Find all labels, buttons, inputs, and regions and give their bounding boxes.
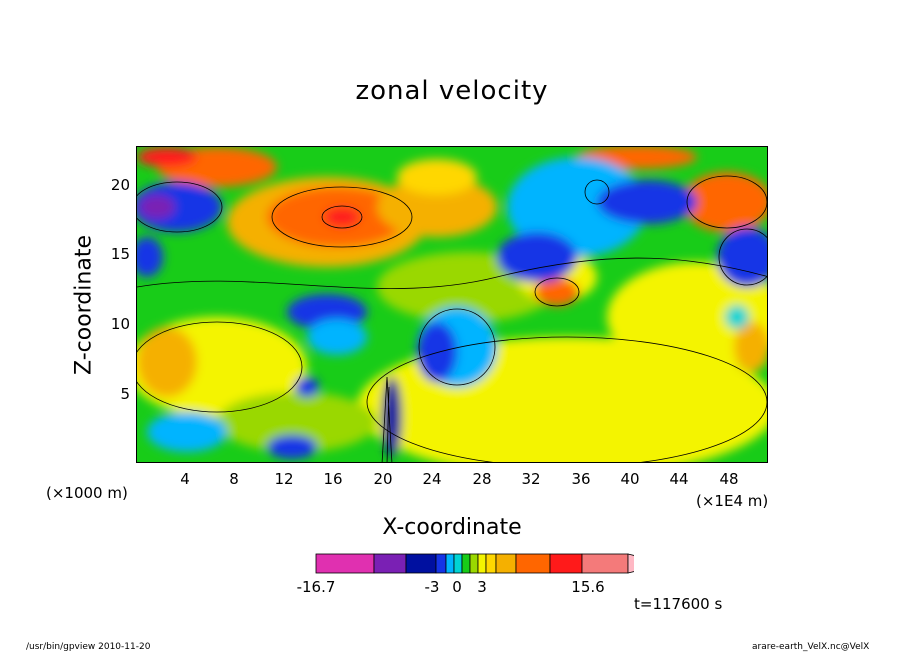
colorbar-label: 3 — [477, 578, 487, 596]
x-tick-label: 28 — [472, 470, 492, 488]
x-axis-label: X-coordinate — [382, 515, 522, 540]
x-tick-label: 4 — [180, 470, 190, 488]
x-tick-label: 12 — [274, 470, 294, 488]
x-scale-label: (×1E4 m) — [696, 492, 769, 510]
x-tick-label: 24 — [422, 470, 442, 488]
colorbar-label-max: 15.6 — [571, 578, 605, 596]
colorbar-swatch — [477, 553, 487, 574]
colorbar-swatch — [461, 553, 471, 574]
colorbar-arrow — [627, 553, 669, 574]
colorbar-swatch — [453, 553, 463, 574]
colorbar-swatch — [485, 553, 497, 574]
x-tick-label: 8 — [229, 470, 239, 488]
colorbar-label: 0 — [452, 578, 462, 596]
x-tick-label: 36 — [571, 470, 591, 488]
colorbar-swatch — [373, 553, 407, 574]
colorbar — [314, 552, 669, 580]
x-tick-label: 20 — [373, 470, 393, 488]
colorbar-swatch — [315, 553, 375, 574]
time-label: t=117600 s — [634, 595, 723, 613]
x-unit-label: (×1000 m) — [46, 484, 128, 502]
footer-source: arare-earth_VelX.nc@VelX — [752, 642, 870, 652]
colorbar-label: -3 — [424, 578, 440, 596]
colorbar-swatches — [315, 553, 669, 574]
colorbar-swatch — [549, 553, 583, 574]
colorbar-swatch — [495, 553, 517, 574]
y-tick-label: 10 — [110, 315, 130, 333]
colorbar-swatch — [445, 553, 455, 574]
y-tick-label: 15 — [110, 245, 130, 263]
colorbar-swatch — [469, 553, 479, 574]
colorbar-swatch — [405, 553, 437, 574]
x-tick-label: 48 — [719, 470, 739, 488]
footer-program: /usr/bin/gpview 2010-11-20 — [26, 642, 151, 652]
colorbar-swatch — [435, 553, 447, 574]
colorbar-label-min: -16.7 — [296, 578, 336, 596]
colorbar-swatch — [515, 553, 551, 574]
x-tick-label: 32 — [521, 470, 541, 488]
y-axis-label: Z-coordinate — [71, 235, 97, 375]
y-tick-label: 5 — [120, 385, 130, 403]
chart-title: zonal velocity — [355, 76, 549, 106]
colorbar-swatch — [581, 553, 629, 574]
contour-field — [137, 147, 767, 462]
x-tick-label: 16 — [323, 470, 343, 488]
plot-area — [136, 146, 768, 463]
x-tick-label: 44 — [669, 470, 689, 488]
y-tick-label: 20 — [110, 176, 130, 194]
x-tick-label: 40 — [620, 470, 640, 488]
